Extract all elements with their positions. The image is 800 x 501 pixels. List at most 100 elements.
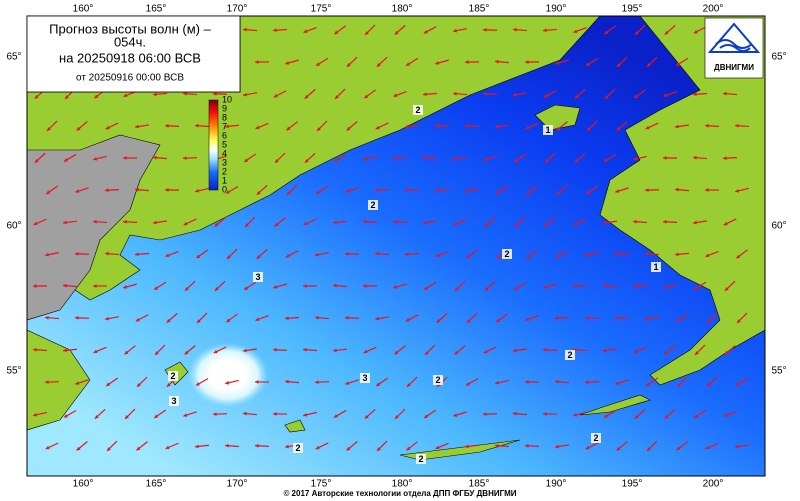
wave-arrow-head bbox=[303, 284, 307, 288]
wave-arrow-head bbox=[513, 411, 517, 416]
wave-arrow-head bbox=[255, 60, 259, 64]
wave-arrow-head bbox=[345, 251, 349, 256]
wave-arrow-head bbox=[33, 284, 37, 288]
wave-arrow-head bbox=[256, 190, 261, 195]
contour-label: 3 bbox=[255, 272, 260, 282]
wave-arrow-head bbox=[663, 285, 668, 289]
longitude-label-bottom: 195° bbox=[622, 479, 643, 490]
wave-arrow-head bbox=[585, 315, 589, 320]
land-kamchatka bbox=[27, 134, 161, 321]
latitude-label-left: 65° bbox=[6, 52, 21, 63]
wave-arrow-head bbox=[105, 125, 110, 130]
wave-arrow-head bbox=[453, 28, 457, 33]
wave-arrow-head bbox=[153, 92, 157, 97]
contour-label: 3 bbox=[171, 396, 176, 406]
wave-arrow-head bbox=[513, 348, 517, 353]
wave-arrow-head bbox=[285, 379, 289, 384]
contour-label-bg bbox=[253, 272, 263, 282]
colorbar-label: 7 bbox=[222, 121, 227, 131]
wave-arrow-head bbox=[184, 350, 189, 355]
wave-arrow-head bbox=[497, 255, 501, 259]
wave-arrow-head bbox=[124, 350, 129, 355]
wave-arrow-head bbox=[423, 220, 427, 225]
wave-arrow-head bbox=[483, 157, 488, 161]
wave-arrow-head bbox=[153, 155, 157, 160]
contour-label: 2 bbox=[567, 350, 572, 360]
wave-arrow-head bbox=[195, 444, 199, 449]
wave-arrow-head bbox=[693, 155, 697, 160]
wave-arrow-head bbox=[495, 443, 499, 448]
wave-arrow-head bbox=[706, 318, 711, 323]
wave-arrow-head bbox=[135, 187, 139, 192]
wave-arrow-head bbox=[466, 254, 471, 259]
wave-arrow-head bbox=[405, 187, 409, 192]
wave-arrow-head bbox=[45, 252, 49, 257]
wave-arrow-head bbox=[394, 415, 399, 419]
longitude-label-top: 195° bbox=[622, 4, 643, 15]
wave-arrow-head bbox=[603, 158, 608, 162]
wave-arrow-head bbox=[525, 317, 530, 322]
wave-arrow-head bbox=[406, 62, 411, 66]
wave-arrow-head bbox=[46, 190, 51, 195]
wave-arrow-head bbox=[556, 191, 561, 195]
wave-arrow-head bbox=[425, 351, 429, 355]
wave-arrow-head bbox=[165, 188, 169, 192]
wave-arrow-head bbox=[315, 445, 320, 450]
wave-arrow-head bbox=[526, 254, 531, 259]
wave-arrow-head bbox=[274, 159, 279, 163]
wave-arrow-head bbox=[285, 316, 289, 321]
wave-arrow-head bbox=[364, 414, 369, 419]
wave-arrow-head bbox=[544, 222, 549, 227]
colorbar bbox=[208, 99, 219, 191]
wave-arrow-head bbox=[243, 348, 247, 353]
wave-arrow-head bbox=[255, 125, 260, 130]
islands bbox=[164, 361, 651, 461]
latitude-label-right: 65° bbox=[771, 52, 786, 63]
wave-arrow-head bbox=[615, 315, 619, 320]
wave-arrow-head bbox=[454, 350, 459, 355]
wave-arrow-head bbox=[317, 127, 321, 131]
wave-arrow-head bbox=[525, 443, 529, 448]
wave-arrow-head bbox=[604, 30, 609, 35]
land-commander bbox=[27, 329, 91, 431]
longitude-label-top: 190° bbox=[546, 4, 567, 15]
contour-label: 2 bbox=[415, 105, 420, 115]
wave-arrow-head bbox=[453, 413, 458, 417]
wave-arrow-head bbox=[123, 93, 128, 98]
wave-arrow-head bbox=[315, 252, 319, 257]
wave-arrow-head bbox=[676, 383, 681, 387]
wave-arrow-head bbox=[255, 317, 260, 322]
wave-arrow-head bbox=[394, 30, 399, 35]
colorbar-label: 2 bbox=[222, 166, 227, 176]
wave-arrow-head bbox=[195, 188, 200, 193]
wave-arrow-head bbox=[645, 251, 649, 256]
wave-arrow-head bbox=[543, 285, 548, 289]
wave-arrow-head bbox=[735, 382, 740, 386]
wave-arrow-head bbox=[75, 251, 79, 256]
wave-arrow-head bbox=[705, 253, 710, 258]
wave-arrow-head bbox=[513, 92, 517, 97]
wave-arrow-head bbox=[586, 62, 591, 66]
wave-arrow-head bbox=[424, 286, 429, 290]
wave-arrow-head bbox=[124, 415, 129, 419]
wave-arrow-head bbox=[165, 445, 170, 450]
wave-arrow-head bbox=[286, 191, 291, 195]
colorbar-label: 0 bbox=[222, 184, 227, 194]
wave-arrow-head bbox=[345, 189, 350, 193]
wave-arrow-head bbox=[363, 284, 367, 288]
wave-arrow-head bbox=[195, 382, 200, 386]
wave-arrow-head bbox=[304, 94, 309, 99]
wave-arrow-head bbox=[393, 219, 397, 224]
longitude-label-top: 160° bbox=[73, 4, 94, 15]
wave-arrow-head bbox=[375, 316, 379, 321]
colorbar-label: 5 bbox=[222, 139, 227, 149]
map-frame bbox=[26, 15, 766, 477]
wave-arrow-head bbox=[664, 350, 669, 355]
wave-arrow-head bbox=[525, 125, 530, 130]
wave-arrow-head bbox=[273, 285, 278, 289]
wave-arrow-head bbox=[723, 221, 728, 226]
wave-arrow-head bbox=[183, 413, 188, 417]
wave-arrow-head bbox=[334, 30, 339, 35]
contour-label-bg bbox=[565, 350, 575, 360]
wave-arrow-head bbox=[406, 383, 411, 387]
